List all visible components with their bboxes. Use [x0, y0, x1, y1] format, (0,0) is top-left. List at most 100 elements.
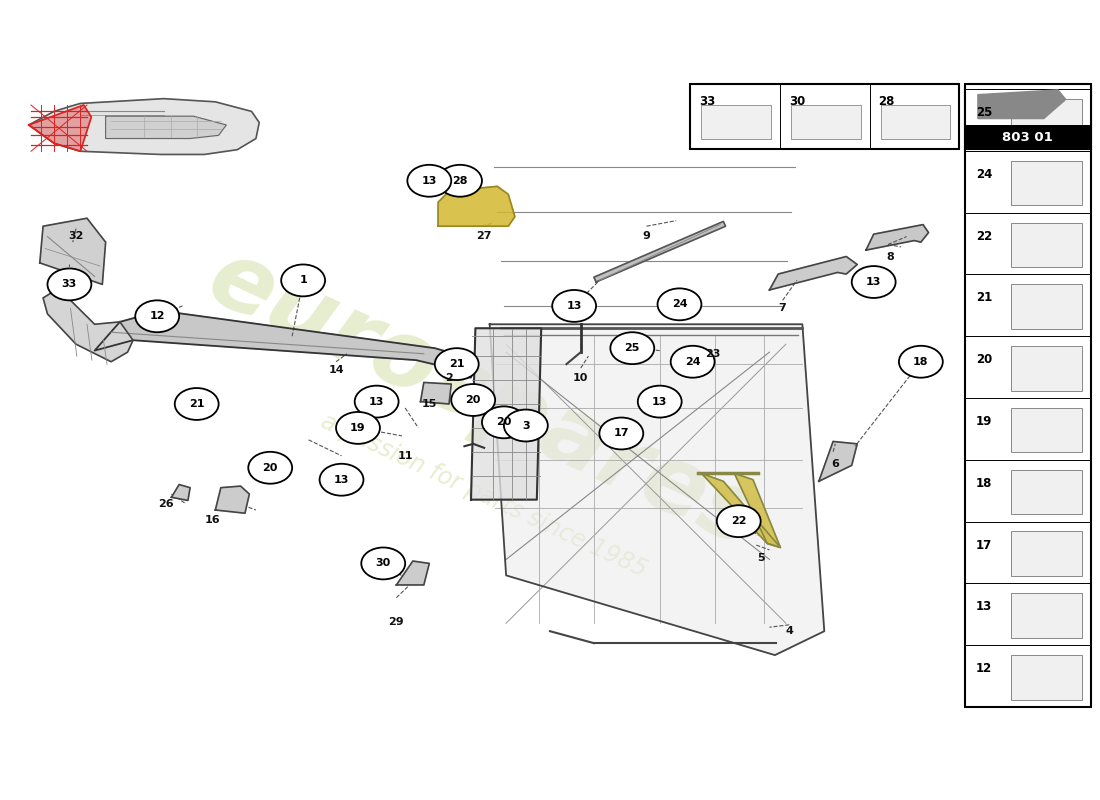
Bar	[1011, 99, 1082, 143]
Polygon shape	[471, 328, 541, 500]
Text: 2: 2	[446, 373, 453, 382]
Text: 9: 9	[642, 230, 650, 241]
Text: 7: 7	[779, 303, 786, 314]
Polygon shape	[29, 105, 91, 151]
Text: 10: 10	[573, 373, 588, 382]
Text: 8: 8	[887, 251, 894, 262]
Polygon shape	[769, 257, 857, 290]
Circle shape	[610, 332, 654, 364]
Text: 6: 6	[832, 458, 839, 469]
Circle shape	[282, 265, 326, 296]
Polygon shape	[40, 218, 106, 285]
Circle shape	[671, 346, 715, 378]
Circle shape	[451, 384, 495, 416]
Text: 15: 15	[421, 399, 437, 409]
Polygon shape	[735, 474, 780, 547]
Text: 33: 33	[62, 279, 77, 290]
Circle shape	[438, 165, 482, 197]
Text: 23: 23	[705, 349, 720, 358]
Bar	[1011, 284, 1082, 329]
Text: 29: 29	[388, 617, 404, 626]
Bar	[702, 106, 771, 139]
Polygon shape	[449, 354, 475, 378]
Circle shape	[851, 266, 895, 298]
Bar	[1011, 222, 1082, 267]
Text: 19: 19	[350, 423, 366, 433]
Bar	[881, 106, 950, 139]
Text: 12: 12	[976, 662, 992, 675]
Polygon shape	[95, 310, 471, 370]
Text: 803 01: 803 01	[1002, 130, 1053, 144]
Bar	[965, 126, 1091, 149]
Polygon shape	[43, 288, 133, 362]
Text: 16: 16	[205, 514, 220, 525]
Circle shape	[407, 165, 451, 197]
Text: eurospares: eurospares	[194, 232, 774, 568]
Text: 13: 13	[652, 397, 668, 406]
Text: 27: 27	[476, 230, 492, 241]
Text: 32: 32	[68, 230, 84, 241]
Text: 20: 20	[263, 462, 278, 473]
Polygon shape	[172, 485, 190, 501]
Text: 30: 30	[789, 95, 805, 108]
Bar	[1011, 594, 1082, 638]
Polygon shape	[438, 186, 515, 226]
Text: 12: 12	[150, 311, 165, 322]
Text: 28: 28	[879, 95, 894, 108]
Polygon shape	[818, 442, 857, 482]
Text: 21: 21	[976, 291, 992, 305]
Text: 17: 17	[614, 429, 629, 438]
Text: 28: 28	[452, 176, 468, 186]
Text: 13: 13	[368, 397, 384, 406]
Text: 21: 21	[189, 399, 205, 409]
Text: 24: 24	[976, 168, 992, 181]
Text: 24: 24	[685, 357, 701, 366]
Text: 21: 21	[449, 359, 464, 369]
Polygon shape	[29, 98, 260, 154]
Circle shape	[600, 418, 643, 450]
Text: 13: 13	[566, 301, 582, 311]
Text: 3: 3	[522, 421, 530, 430]
Circle shape	[504, 410, 548, 442]
Circle shape	[47, 269, 91, 300]
Bar	[1011, 408, 1082, 452]
Circle shape	[135, 300, 179, 332]
Polygon shape	[216, 486, 250, 514]
Bar	[1011, 161, 1082, 206]
Text: 18: 18	[913, 357, 928, 366]
Text: 13: 13	[421, 176, 437, 186]
Circle shape	[434, 348, 478, 380]
Bar	[1011, 655, 1082, 699]
Circle shape	[249, 452, 293, 484]
Text: 14: 14	[328, 365, 344, 374]
Circle shape	[552, 290, 596, 322]
Circle shape	[638, 386, 682, 418]
Circle shape	[899, 346, 943, 378]
Polygon shape	[106, 116, 227, 138]
Bar	[965, 89, 1091, 707]
Text: 13: 13	[866, 277, 881, 287]
Text: 26: 26	[158, 498, 174, 509]
Text: 22: 22	[732, 516, 747, 526]
Text: 18: 18	[976, 477, 992, 490]
Text: a passion for parts since 1985: a passion for parts since 1985	[318, 410, 651, 582]
Text: 24: 24	[672, 299, 688, 310]
Text: 33: 33	[700, 95, 715, 108]
Circle shape	[336, 412, 380, 444]
Polygon shape	[978, 90, 1066, 118]
Bar	[1011, 470, 1082, 514]
Circle shape	[354, 386, 398, 418]
Polygon shape	[490, 324, 824, 655]
Circle shape	[482, 406, 526, 438]
Text: 19: 19	[976, 415, 992, 428]
Circle shape	[717, 506, 761, 537]
Text: 17: 17	[976, 538, 992, 551]
Bar	[965, 83, 1091, 149]
Circle shape	[361, 547, 405, 579]
Polygon shape	[702, 474, 780, 547]
Text: 1: 1	[299, 275, 307, 286]
Circle shape	[175, 388, 219, 420]
Text: 25: 25	[976, 106, 992, 119]
Circle shape	[320, 464, 363, 496]
Text: 11: 11	[397, 451, 412, 461]
